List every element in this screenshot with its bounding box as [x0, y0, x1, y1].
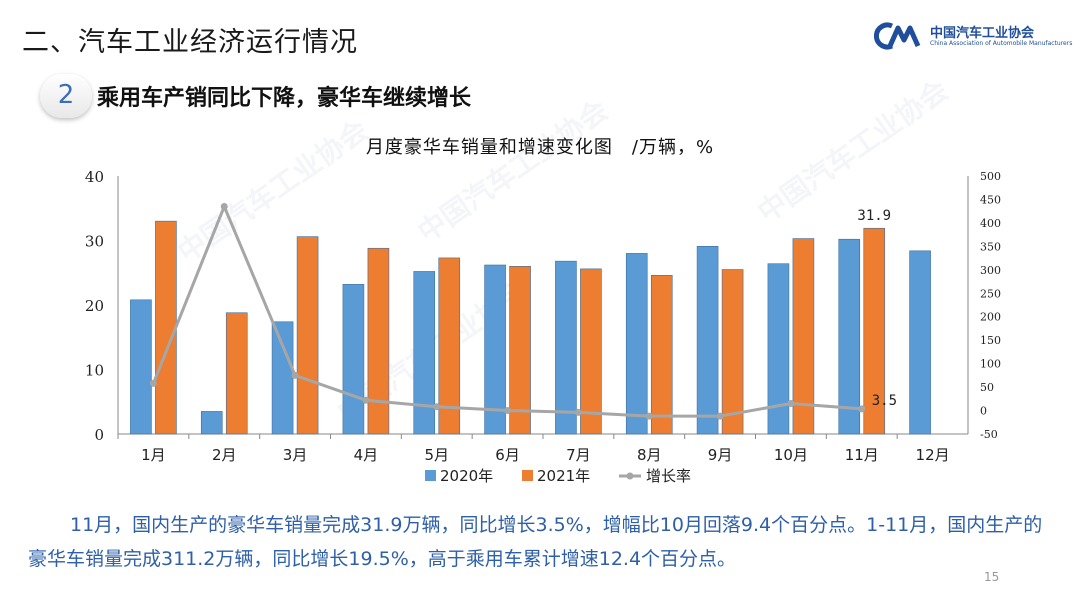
section-title: 二、汽车工业经济运行情况 — [22, 27, 358, 58]
bar-2021年 — [367, 247, 390, 435]
left-axis-tick-label: 20 — [85, 297, 104, 315]
bar-2020年 — [625, 253, 648, 435]
subsection-title: 乘用车产销同比下降，豪华车继续增长 — [97, 86, 472, 111]
x-axis-tick-label: 9月 — [708, 446, 733, 464]
right-axis-tick-label: -50 — [980, 428, 998, 441]
growth-rate-point — [645, 412, 653, 420]
bar-2021年 — [438, 257, 461, 435]
growth-rate-point — [716, 412, 724, 420]
subsection-number-badge: 2 — [40, 74, 92, 118]
right-axis-tick-label: 150 — [980, 334, 1001, 347]
bar-2021年 — [792, 238, 815, 435]
association-logo: 中国汽车工业协会 China Association of Automobile… — [874, 22, 1072, 52]
growth-rate-point — [574, 408, 582, 416]
sales-growth-chart: 0 10 20 30 40 -50 0 50 100 150 200 250 300 350 400 450 5… — [85, 168, 1001, 485]
x-axis-tick-label: 5月 — [424, 446, 449, 464]
right-axis-tick-label: 200 — [980, 311, 1001, 324]
x-axis-tick-label: 8月 — [637, 446, 662, 464]
left-axis-tick-label: 10 — [85, 362, 104, 380]
growth-rate-point — [433, 403, 441, 411]
bar-2021年 — [721, 269, 744, 435]
bar-2020年 — [271, 321, 294, 435]
cam-logo-icon — [874, 22, 921, 50]
x-axis-tick-label: 6月 — [495, 446, 520, 464]
growth-rate-line — [152, 202, 862, 418]
right-axis-tick-label: 300 — [980, 264, 1001, 277]
bar-2021年 — [863, 227, 886, 435]
page-number: 15 — [984, 570, 1000, 584]
right-axis-tick-label: 100 — [980, 358, 1001, 371]
left-axis-tick-label: 30 — [85, 233, 104, 251]
right-axis-tick-label: 0 — [980, 405, 987, 418]
legend-swatch-2020年 — [425, 470, 436, 481]
bar-2020年 — [696, 246, 719, 435]
bar-2020年 — [413, 271, 436, 435]
data-label: 3.5 — [872, 393, 897, 409]
bar-2020年 — [909, 250, 931, 435]
bar-2020年 — [767, 263, 790, 435]
x-axis-tick-label: 4月 — [354, 446, 379, 464]
legend-swatch-2021年 — [522, 470, 533, 481]
bar-2020年 — [130, 299, 152, 435]
right-axis-tick-label: 250 — [980, 287, 1001, 300]
x-axis-tick-label: 11月 — [845, 446, 879, 464]
right-axis-tick-label: 450 — [980, 193, 1001, 206]
right-axis-tick-label: 400 — [980, 217, 1001, 230]
growth-rate-point — [504, 407, 512, 415]
x-axis-tick-label: 12月 — [916, 446, 950, 464]
x-axis-tick-label: 2月 — [212, 446, 237, 464]
bar-2021年 — [225, 312, 248, 435]
growth-rate-point — [858, 405, 866, 413]
logo-english-name: China Association of Automobile Manufact… — [930, 40, 1073, 47]
bar-2020年 — [342, 284, 365, 435]
x-axis-tick-label: 10月 — [774, 446, 808, 464]
growth-rate-point — [291, 371, 299, 379]
summary-paragraph: 11月，国内生产的豪华车销量完成31.9万辆，同比增长3.5%，增幅比10月回落… — [28, 514, 1043, 570]
right-axis-tick-label: 500 — [980, 170, 1001, 183]
bar-2020年 — [838, 238, 861, 435]
legend-label: 2021年 — [537, 467, 590, 485]
growth-rate-point — [220, 202, 228, 210]
logo-chinese-name: 中国汽车工业协会 — [930, 26, 1035, 41]
data-label: 31.9 — [857, 208, 891, 224]
right-axis-tick-label: 350 — [980, 240, 1001, 253]
right-axis-tick-label: 50 — [980, 381, 994, 394]
bar-2020年 — [200, 411, 223, 435]
x-axis-tick-label: 7月 — [566, 446, 591, 464]
growth-rate-point — [787, 400, 795, 408]
legend-label: 2020年 — [440, 467, 493, 485]
legend-label: 增长率 — [646, 467, 691, 485]
bar-2021年 — [580, 268, 602, 435]
bar-2021年 — [296, 236, 319, 435]
bar-2021年 — [509, 265, 531, 435]
bar-2020年 — [555, 260, 577, 435]
left-axis-tick-label: 0 — [94, 426, 104, 444]
growth-rate-point — [362, 396, 370, 404]
left-axis-tick-label: 40 — [85, 168, 104, 186]
bar-2021年 — [650, 275, 673, 435]
x-axis-tick-label: 3月 — [283, 446, 308, 464]
growth-rate-point — [149, 379, 157, 387]
legend-swatch-marker — [626, 472, 634, 480]
bar-2020年 — [484, 264, 506, 435]
subsection-number: 2 — [57, 80, 75, 110]
bar-2021年 — [155, 220, 177, 435]
chart-title: 月度豪华车销量和增速变化图 /万辆，% — [365, 137, 715, 158]
x-axis-tick-label: 1月 — [141, 446, 166, 464]
